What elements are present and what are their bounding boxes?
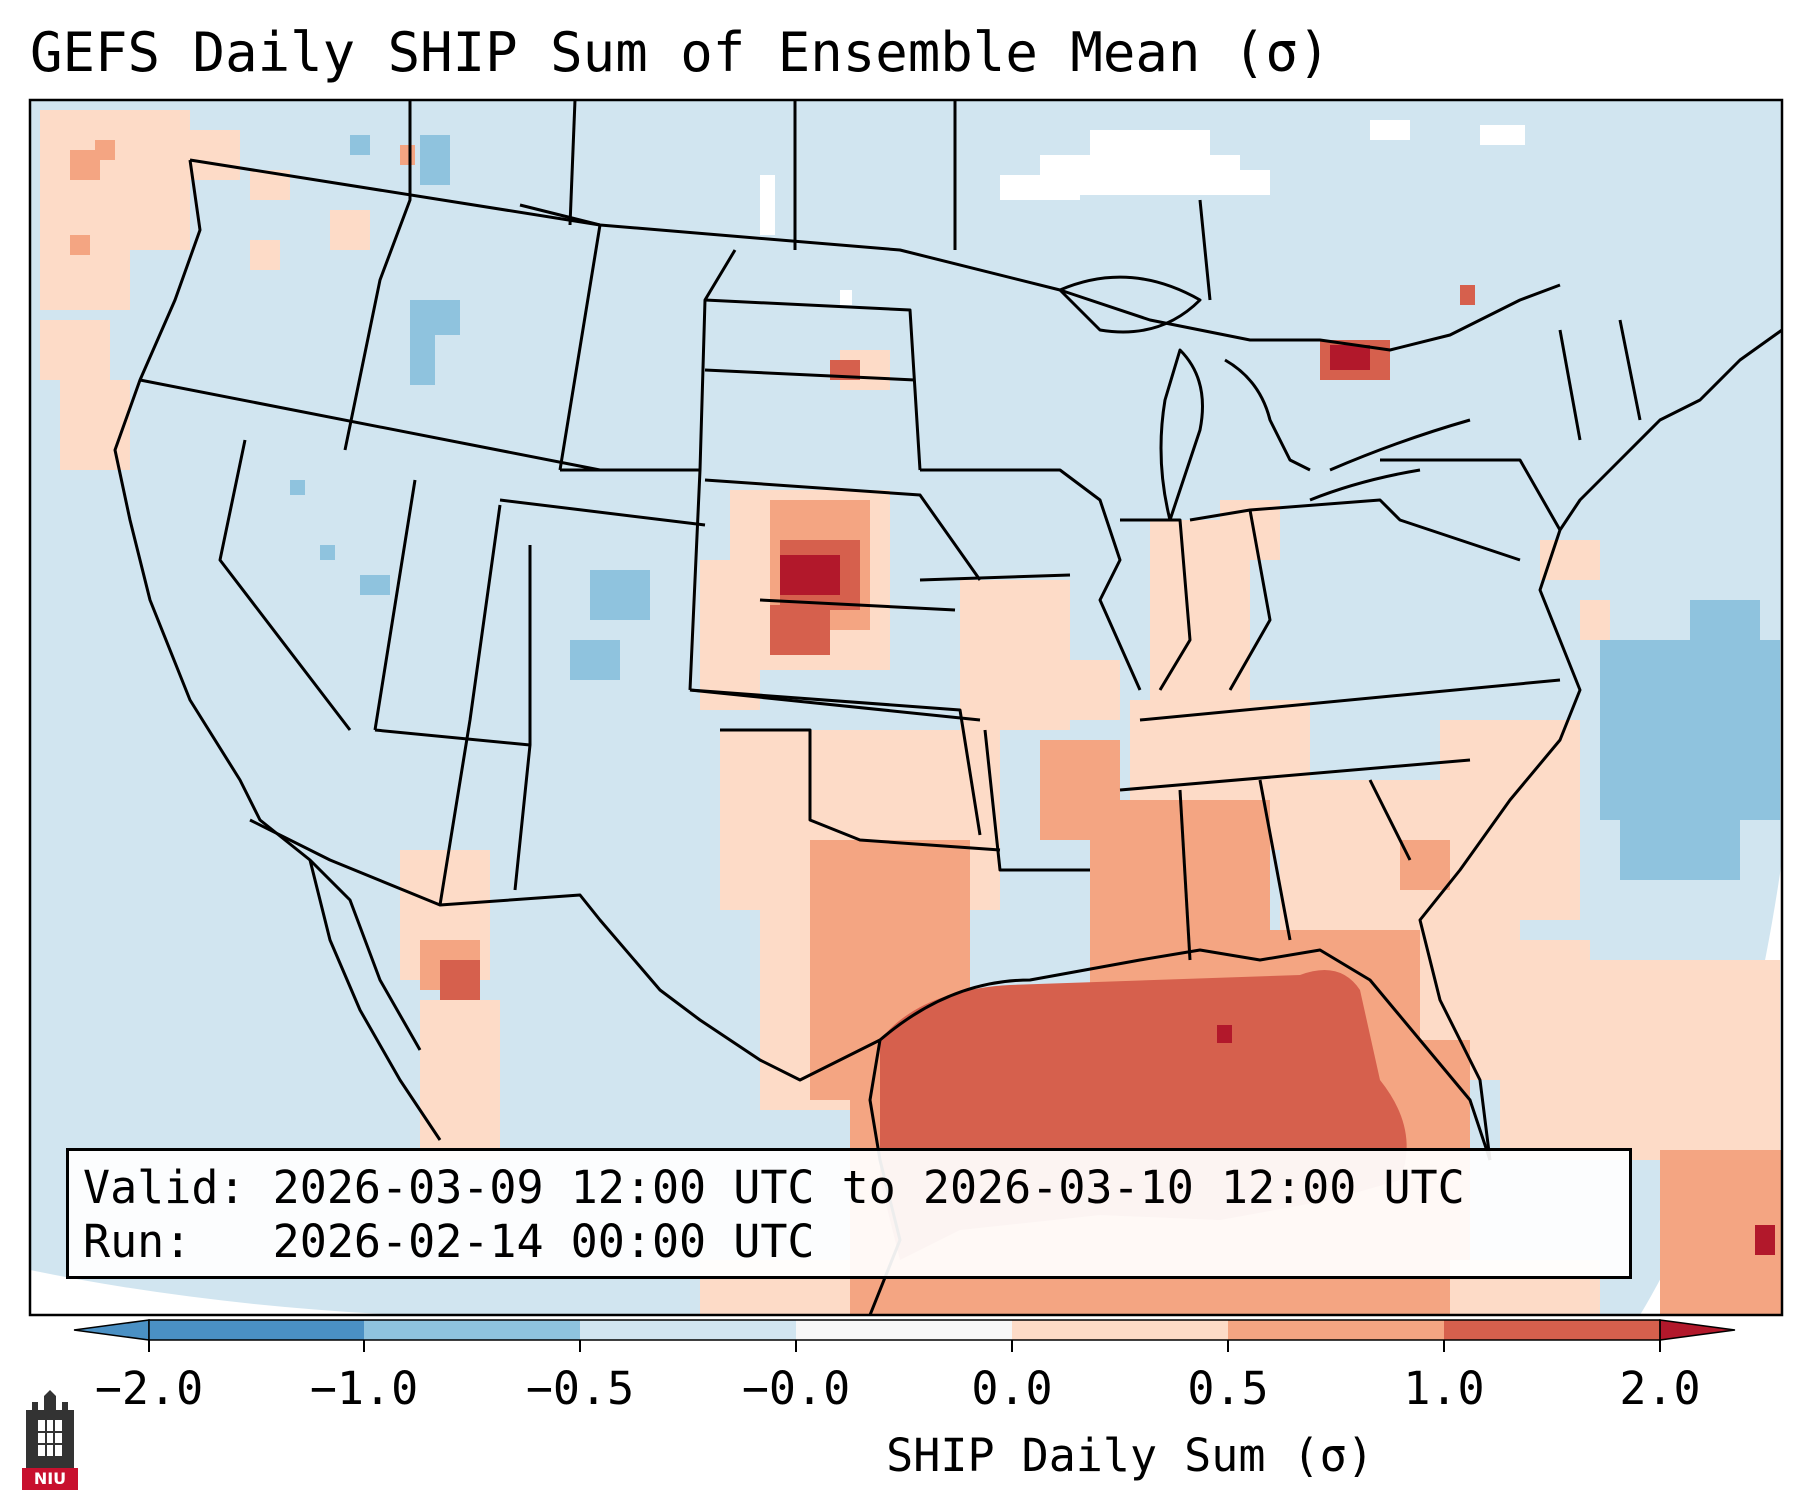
colorbar-bin (364, 1320, 580, 1340)
colorbar-tick-label: −0.0 (741, 1362, 851, 1415)
atlantic-negative (1600, 600, 1780, 880)
colorbar-bin (149, 1320, 364, 1340)
colorbar-tick-label: 2.0 (1619, 1362, 1701, 1415)
colorbar-bin (1444, 1320, 1660, 1340)
niu-castle-logo-icon: NIU (22, 1390, 78, 1490)
colorbar-bin (1228, 1320, 1444, 1340)
colorbar-tick-label: −2.0 (94, 1362, 204, 1415)
colorbar-label: SHIP Daily Sum (σ) (886, 1429, 1374, 1482)
colorbar-bin (796, 1320, 1012, 1340)
colorbar-extend-high (1659, 1319, 1736, 1341)
boundaries (113, 100, 1782, 1315)
colorbar-outline (148, 1319, 1661, 1341)
colorbar-tick-label: 0.5 (1187, 1362, 1269, 1415)
pacific-positive (40, 110, 370, 470)
valid-value: 2026-03-09 12:00 UTC to 2026-03-10 12:00… (272, 1161, 1465, 1214)
valid-label: Valid: (83, 1161, 246, 1214)
white-patches (760, 120, 1525, 305)
colorbar-tick-label: −1.0 (309, 1362, 419, 1415)
colorbar-bin (1012, 1320, 1228, 1340)
colorbar-bin (580, 1320, 796, 1340)
colorbar-tick-label: 0.0 (971, 1362, 1053, 1415)
map-frame (28, 98, 1784, 1317)
colorbar-tick-label: −0.5 (525, 1362, 635, 1415)
max-strong (780, 345, 1775, 1255)
run-value: 2026-02-14 00:00 UTC (272, 1215, 815, 1268)
niu-logo-text: NIU (22, 1468, 78, 1490)
colorbar-ticks (148, 1340, 1661, 1352)
map-title: GEFS Daily SHIP Sum of Ensemble Mean (σ) (30, 21, 1331, 84)
valid-run-infobox: Valid: 2026-03-09 12:00 UTC to 2026-03-1… (66, 1148, 1632, 1279)
colorbar-extend-low (73, 1319, 150, 1341)
colorbar-tick-label: 1.0 (1403, 1362, 1485, 1415)
colorbar (73, 1319, 1736, 1352)
castle-icon (26, 1390, 74, 1468)
run-label: Run: (83, 1215, 192, 1268)
rockies-negative (290, 135, 650, 680)
domain-edge-left (30, 1270, 400, 1315)
